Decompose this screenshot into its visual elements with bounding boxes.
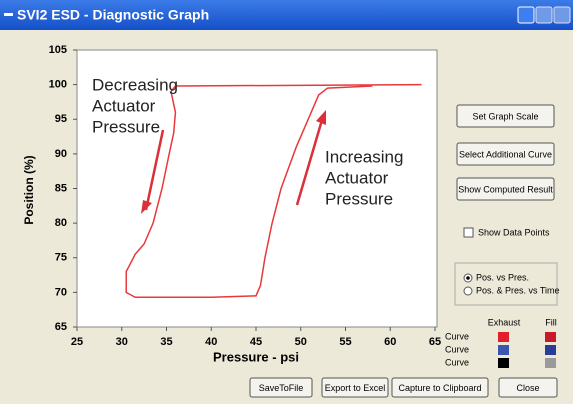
button-label[interactable]: Capture to Clipboard (398, 383, 481, 393)
button[interactable] (498, 377, 558, 398)
maximize-button[interactable] (535, 6, 553, 24)
y-tick-label: 75 (55, 252, 67, 264)
legend-swatch (498, 345, 509, 355)
app-icon (4, 13, 13, 16)
minimize-button[interactable] (517, 6, 535, 24)
y-tick-label: 105 (49, 44, 67, 56)
annotation: Actuator (325, 168, 389, 187)
x-axis-label: Pressure - psi (213, 349, 299, 364)
arrow-head (316, 110, 326, 125)
x-tick-label: 50 (295, 336, 307, 348)
x-tick-label: 25 (71, 336, 83, 348)
annotation: Actuator (92, 96, 156, 115)
button-label[interactable]: Set Graph Scale (472, 111, 538, 121)
x-tick-label: 65 (429, 336, 441, 348)
button-label[interactable]: SaveToFile (259, 383, 304, 393)
annotation: Pressure (325, 189, 393, 208)
y-tick-label: 80 (55, 217, 67, 229)
button-label[interactable]: Export to Excel (325, 383, 386, 393)
legend-label: Curve (445, 357, 469, 367)
arrow (144, 129, 165, 211)
y-tick-label: 95 (55, 113, 67, 125)
legend-header: Fill (545, 317, 557, 327)
legend-swatch (498, 332, 509, 342)
close-window-button[interactable] (553, 6, 571, 24)
arrow (295, 119, 324, 206)
legend-swatch (545, 358, 556, 368)
legend-swatch (498, 358, 509, 368)
annotation: Decreasing (92, 75, 178, 94)
button[interactable] (456, 142, 555, 166)
checkbox[interactable] (463, 227, 474, 238)
button[interactable] (456, 104, 555, 128)
x-tick-label: 40 (205, 336, 217, 348)
legend-swatch (545, 332, 556, 342)
x-tick-label: 55 (339, 336, 351, 348)
radio[interactable] (463, 286, 473, 296)
x-tick-label: 60 (384, 336, 396, 348)
x-tick-label: 45 (250, 336, 262, 348)
radio-group (454, 262, 558, 306)
radio-dot (466, 276, 470, 280)
y-tick-label: 85 (55, 182, 67, 194)
arrow-head (141, 200, 152, 214)
button-label[interactable]: Select Additional Curve (459, 149, 552, 159)
legend-label: Curve (445, 344, 469, 354)
window-title: SVI2 ESD - Diagnostic Graph (17, 7, 209, 23)
button[interactable] (321, 377, 389, 398)
y-tick-label: 90 (55, 148, 67, 160)
title-bar (0, 0, 573, 30)
annotation: Pressure (92, 117, 160, 136)
legend-swatch (545, 345, 556, 355)
radio-label: Pos. vs Pres. (476, 272, 529, 282)
button[interactable] (391, 377, 489, 398)
x-tick-label: 35 (160, 336, 172, 348)
y-tick-label: 70 (55, 286, 67, 298)
y-axis-label: Position (%) (22, 155, 36, 224)
checkbox-label: Show Data Points (478, 227, 550, 237)
button-label[interactable]: Close (516, 383, 539, 393)
button-label[interactable]: Show Computed Result (458, 184, 553, 194)
annotation: Increasing (325, 147, 403, 166)
legend-header: Exhaust (488, 317, 521, 327)
y-tick-label: 65 (55, 321, 67, 333)
y-tick-label: 100 (49, 79, 67, 91)
x-tick-label: 30 (116, 336, 128, 348)
button[interactable] (456, 177, 555, 201)
button[interactable] (249, 377, 313, 398)
legend-label: Curve (445, 331, 469, 341)
data-line (125, 83, 422, 298)
plot-area (76, 49, 438, 328)
radio-label: Pos. & Pres. vs Time (476, 285, 560, 295)
